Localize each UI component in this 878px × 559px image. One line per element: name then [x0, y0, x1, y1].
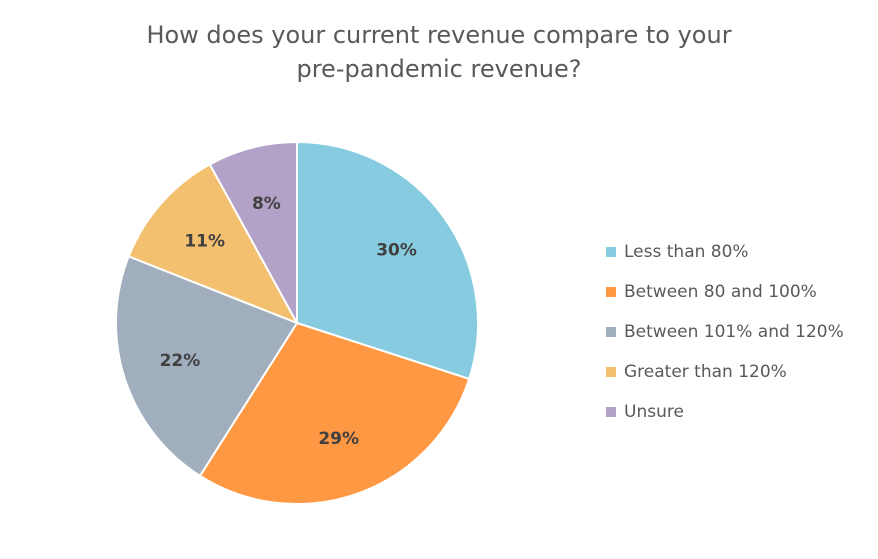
- slice-data-label: 29%: [318, 429, 359, 449]
- pie-slice-between-80-and-100: [198, 321, 471, 505]
- slice-data-label: 11%: [184, 232, 225, 252]
- legend-label: Unsure: [624, 402, 684, 422]
- chart-title: How does your current revenue compare to…: [0, 18, 878, 86]
- legend-label: Less than 80%: [624, 242, 749, 262]
- legend-label: Between 101% and 120%: [624, 322, 844, 342]
- slice-data-label: 8%: [252, 194, 281, 214]
- legend-swatch: [606, 367, 616, 377]
- pie-slice-greater-than-120: [127, 163, 300, 325]
- legend-swatch: [606, 287, 616, 297]
- legend-item-between-101-and-120: Between 101% and 120%: [606, 312, 844, 352]
- legend-item-unsure: Unsure: [606, 392, 844, 432]
- legend: Less than 80% Between 80 and 100% Betwee…: [606, 232, 844, 432]
- pie-slice-between-101-and-120: [115, 255, 299, 478]
- legend-item-less-than-80: Less than 80%: [606, 232, 844, 272]
- legend-swatch: [606, 407, 616, 417]
- legend-item-greater-than-120: Greater than 120%: [606, 352, 844, 392]
- legend-item-between-80-and-100: Between 80 and 100%: [606, 272, 844, 312]
- pie-slice-less-than-80: [296, 140, 479, 381]
- chart-title-line-1: How does your current revenue compare to…: [146, 21, 732, 49]
- pie-slice-unsure: [208, 140, 298, 324]
- legend-label: Greater than 120%: [624, 362, 787, 382]
- legend-swatch: [606, 327, 616, 337]
- legend-swatch: [606, 247, 616, 257]
- chart-title-line-2: pre-pandemic revenue?: [296, 55, 582, 83]
- slice-data-label: 22%: [160, 351, 201, 371]
- slice-data-label: 30%: [376, 241, 417, 261]
- legend-label: Between 80 and 100%: [624, 282, 817, 302]
